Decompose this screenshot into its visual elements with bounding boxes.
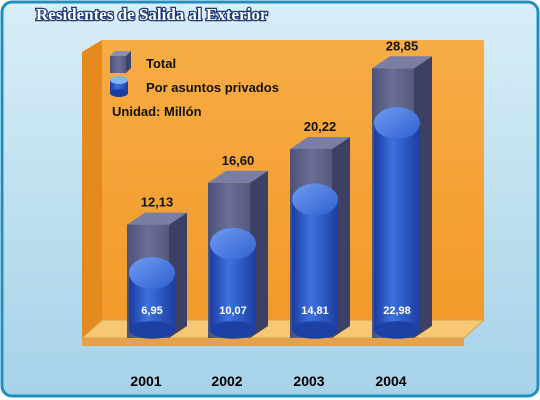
legend-swatch-private-base <box>110 89 128 97</box>
bar-total-top <box>372 56 432 69</box>
bar-private-base <box>292 321 338 339</box>
bar-private-top <box>210 227 256 260</box>
value-label-total: 16,60 <box>222 153 255 168</box>
x-axis-ticks: 2001 2002 2003 2004 <box>130 373 406 389</box>
x-tick-label: 2002 <box>211 373 242 389</box>
value-label-total: 12,13 <box>141 195 174 210</box>
plot-area-left-wall <box>82 40 102 338</box>
unit-note: Unidad: Millón <box>112 104 202 119</box>
value-label-private: 6,95 <box>141 305 162 317</box>
value-label-private: 14,81 <box>301 305 329 317</box>
chart-title: Residentes de Salida al Exterior <box>36 5 268 24</box>
legend-swatch-total-top <box>110 51 131 56</box>
x-tick-label: 2004 <box>375 373 406 389</box>
bar-private-top <box>374 107 420 140</box>
legend-label-private: Por asuntos privados <box>146 80 279 95</box>
legend-swatch-private <box>110 76 128 84</box>
bar-private-base <box>210 321 256 339</box>
bar-total-top <box>208 170 268 183</box>
bar-private-base <box>374 321 420 339</box>
bar-group: 12,13 6,95 16,60 10,07 20,22 14,81 28,85 22,98 <box>127 38 432 339</box>
legend-swatch-total-side <box>126 51 131 73</box>
value-label-total: 20,22 <box>304 119 337 134</box>
legend-label-total: Total <box>146 56 176 71</box>
x-tick-label: 2001 <box>130 373 161 389</box>
value-label-total: 28,85 <box>386 38 419 53</box>
bar-total-top <box>127 212 187 225</box>
bar-total-top <box>290 136 350 149</box>
x-tick-label: 2003 <box>293 373 324 389</box>
bar-private-top <box>292 183 338 216</box>
plot-floor-edge <box>82 338 464 346</box>
bar-private <box>374 123 420 331</box>
value-label-private: 10,07 <box>219 305 247 317</box>
bar-private-top <box>129 257 175 290</box>
bar-private <box>292 199 338 330</box>
legend: Total Por asuntos privados Unidad: Milló… <box>110 51 279 119</box>
bar-private-base <box>129 321 175 339</box>
value-label-private: 22,98 <box>383 305 411 317</box>
legend-swatch-total <box>110 56 126 73</box>
